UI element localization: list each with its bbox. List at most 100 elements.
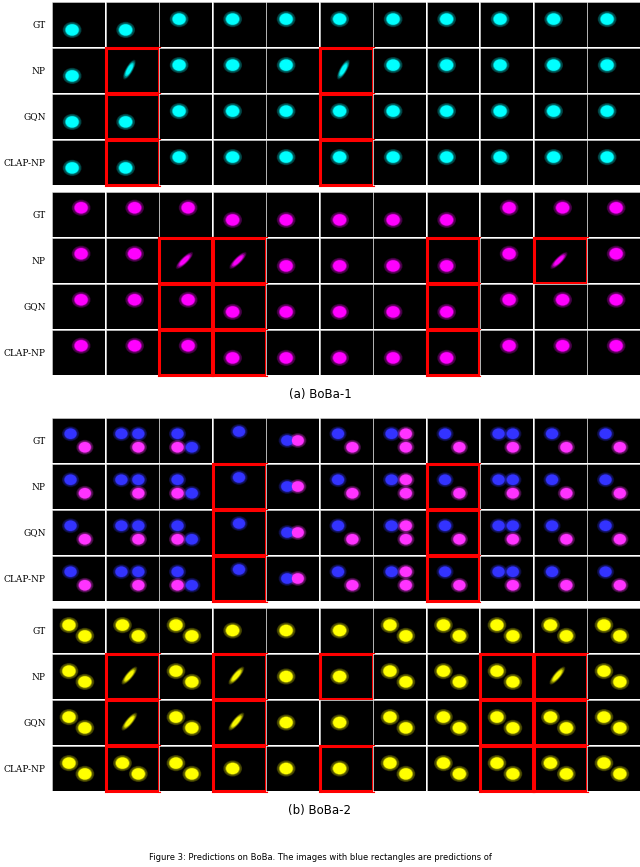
Circle shape bbox=[611, 675, 628, 689]
Circle shape bbox=[227, 106, 239, 116]
Circle shape bbox=[179, 200, 197, 215]
Circle shape bbox=[67, 71, 78, 81]
Circle shape bbox=[113, 473, 129, 486]
Circle shape bbox=[599, 566, 612, 577]
Circle shape bbox=[438, 428, 451, 440]
Circle shape bbox=[182, 295, 194, 304]
Circle shape bbox=[72, 246, 90, 261]
Circle shape bbox=[505, 473, 521, 486]
Circle shape bbox=[79, 488, 92, 499]
Circle shape bbox=[171, 428, 184, 440]
Circle shape bbox=[186, 631, 198, 641]
Circle shape bbox=[282, 482, 292, 491]
Circle shape bbox=[508, 443, 518, 452]
Circle shape bbox=[561, 723, 572, 733]
Circle shape bbox=[508, 535, 518, 544]
Circle shape bbox=[385, 304, 402, 319]
Circle shape bbox=[79, 723, 91, 733]
Circle shape bbox=[385, 520, 398, 531]
Circle shape bbox=[611, 766, 628, 781]
Circle shape bbox=[493, 429, 504, 438]
Circle shape bbox=[438, 11, 456, 27]
Circle shape bbox=[506, 722, 520, 733]
Circle shape bbox=[115, 566, 128, 577]
Circle shape bbox=[132, 488, 145, 499]
Circle shape bbox=[548, 152, 559, 162]
Circle shape bbox=[560, 580, 573, 590]
Circle shape bbox=[133, 475, 143, 485]
Circle shape bbox=[170, 473, 186, 486]
Circle shape bbox=[556, 294, 570, 306]
Circle shape bbox=[72, 200, 90, 215]
Circle shape bbox=[331, 761, 348, 776]
Circle shape bbox=[490, 619, 504, 631]
Circle shape bbox=[330, 427, 346, 440]
Circle shape bbox=[438, 304, 456, 319]
Circle shape bbox=[277, 623, 295, 638]
Circle shape bbox=[493, 521, 504, 531]
Circle shape bbox=[614, 580, 626, 590]
Circle shape bbox=[545, 150, 563, 165]
Circle shape bbox=[438, 758, 449, 768]
Ellipse shape bbox=[125, 670, 134, 681]
Circle shape bbox=[438, 104, 456, 119]
Circle shape bbox=[332, 566, 344, 577]
Circle shape bbox=[231, 425, 247, 438]
Circle shape bbox=[383, 665, 397, 677]
Circle shape bbox=[171, 534, 184, 544]
Circle shape bbox=[171, 580, 184, 590]
Circle shape bbox=[292, 482, 303, 491]
Circle shape bbox=[438, 474, 451, 486]
Ellipse shape bbox=[554, 255, 564, 266]
Circle shape bbox=[490, 711, 504, 723]
Circle shape bbox=[437, 473, 453, 486]
Circle shape bbox=[452, 630, 467, 642]
Circle shape bbox=[79, 581, 90, 590]
Circle shape bbox=[547, 521, 557, 531]
Circle shape bbox=[557, 341, 568, 350]
Circle shape bbox=[170, 565, 186, 578]
Circle shape bbox=[602, 14, 613, 24]
Circle shape bbox=[385, 258, 402, 273]
Circle shape bbox=[170, 666, 182, 676]
Circle shape bbox=[559, 532, 574, 546]
Circle shape bbox=[453, 534, 466, 544]
Circle shape bbox=[401, 535, 411, 544]
Circle shape bbox=[492, 58, 509, 73]
Circle shape bbox=[226, 13, 239, 25]
Circle shape bbox=[170, 58, 188, 73]
Circle shape bbox=[291, 481, 304, 492]
Circle shape bbox=[279, 59, 293, 71]
Circle shape bbox=[172, 443, 183, 452]
Circle shape bbox=[383, 473, 399, 486]
Circle shape bbox=[234, 427, 244, 436]
Circle shape bbox=[172, 13, 186, 25]
Circle shape bbox=[454, 723, 465, 733]
Circle shape bbox=[504, 720, 522, 735]
Circle shape bbox=[505, 440, 521, 454]
Circle shape bbox=[333, 763, 347, 774]
Circle shape bbox=[544, 473, 560, 486]
Circle shape bbox=[505, 532, 521, 546]
Ellipse shape bbox=[552, 670, 562, 681]
Circle shape bbox=[399, 722, 413, 733]
Circle shape bbox=[78, 676, 92, 688]
Circle shape bbox=[440, 105, 454, 117]
Circle shape bbox=[131, 440, 147, 454]
Text: (a) BoBa-1: (a) BoBa-1 bbox=[289, 388, 351, 401]
Circle shape bbox=[77, 440, 93, 454]
Circle shape bbox=[63, 114, 81, 129]
Circle shape bbox=[115, 428, 128, 440]
Circle shape bbox=[557, 766, 575, 781]
Circle shape bbox=[131, 565, 147, 578]
Circle shape bbox=[547, 13, 561, 25]
Circle shape bbox=[170, 427, 186, 440]
Circle shape bbox=[493, 567, 504, 577]
Circle shape bbox=[115, 474, 128, 486]
Circle shape bbox=[386, 260, 400, 272]
Circle shape bbox=[224, 150, 241, 165]
Circle shape bbox=[181, 294, 195, 306]
Circle shape bbox=[126, 200, 143, 215]
Circle shape bbox=[346, 534, 359, 544]
Circle shape bbox=[184, 532, 200, 546]
